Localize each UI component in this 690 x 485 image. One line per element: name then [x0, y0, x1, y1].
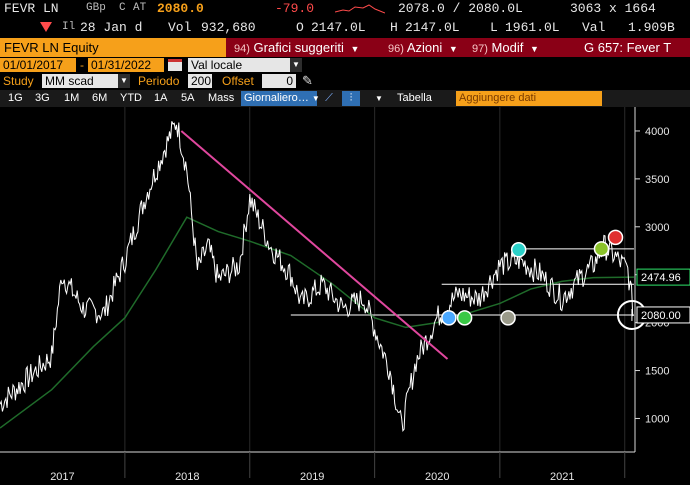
study-row: Study MM scad ▼ Periodo 200 Offset 0 ✎ — [0, 73, 690, 89]
point-marker — [607, 229, 624, 246]
volume: 932,680 — [201, 20, 256, 35]
chart-canvas[interactable]: 1000150020002500300035004000201720182019… — [0, 107, 690, 485]
high-price: 2147.0L — [405, 20, 460, 35]
traded-value: 1.909B — [628, 20, 675, 35]
menu-number: 96) — [388, 43, 404, 55]
period-label: Periodo — [138, 74, 180, 88]
trend-down-icon — [40, 22, 52, 32]
sparkline-icon — [334, 3, 386, 18]
range-1d-button[interactable]: 1G — [8, 92, 23, 104]
date-separator: - — [80, 58, 84, 72]
value-label: Val — [582, 20, 606, 35]
flag-label: Il — [62, 21, 76, 33]
menu-label: Modif — [491, 40, 524, 55]
price-indicator: C — [119, 2, 126, 14]
y-tick-label: 1000 — [645, 413, 669, 425]
x-tick-label: 2018 — [175, 471, 199, 483]
price-tag-label: 2080.00 — [641, 310, 681, 322]
title-bar: FEVR LN Equity 94) Grafici suggeriti ▼ 9… — [0, 38, 690, 57]
frequency-label: Giornaliero — [244, 92, 298, 104]
menu-edit[interactable]: 97) Modif ▼ — [468, 38, 543, 57]
bid-ask: 2078.0 / 2080.0L — [398, 1, 523, 16]
add-data-input[interactable]: Aggiungere dati — [456, 91, 602, 106]
volume-label: Vol — [168, 20, 192, 35]
price-tag-label: 2474.96 — [641, 272, 681, 284]
price-change: -79.0 — [275, 1, 315, 16]
chevron-down-icon[interactable]: ▼ — [375, 94, 383, 103]
period-input[interactable]: 200 — [188, 74, 212, 88]
ticker[interactable]: FEVR LN — [4, 1, 59, 16]
quote-header: FEVR LN GBp C AT 2080.0 -79.0 2078.0 / 2… — [0, 0, 690, 38]
at-label: AT — [133, 2, 147, 14]
caret-down-icon: ▼ — [529, 44, 539, 54]
y-tick-label: 3000 — [645, 222, 669, 234]
currency: GBp — [86, 2, 106, 14]
date-to-field[interactable]: 01/31/2022 — [88, 58, 164, 72]
range-6m-button[interactable]: 6M — [92, 92, 108, 104]
range-1y-button[interactable]: 1A — [154, 92, 168, 104]
quote-date: 28 Jan d — [80, 20, 143, 35]
low-label: L — [490, 20, 498, 35]
chevron-down-icon: ▼ — [311, 94, 320, 103]
x-tick-label: 2021 — [550, 471, 574, 483]
study-label: Study — [3, 74, 34, 88]
high-label: H — [390, 20, 398, 35]
low-price: 1961.0L — [505, 20, 560, 35]
range-5y-button[interactable]: 5A — [181, 92, 195, 104]
calendar-icon[interactable] — [168, 59, 182, 71]
currency-mode-select[interactable]: Val locale — [188, 58, 292, 72]
offset-input[interactable]: 0 — [262, 74, 296, 88]
caret-down-icon: ▼ — [350, 44, 360, 54]
trendline — [180, 130, 449, 360]
menu-number: 94) — [234, 43, 250, 55]
point-marker — [593, 241, 610, 257]
x-tick-label: 2017 — [50, 471, 74, 483]
x-tick-label: 2019 — [300, 471, 324, 483]
offset-label: Offset — [222, 74, 254, 88]
date-range-row: 01/01/2017 - 01/31/2022 Val locale ▼ — [0, 57, 690, 73]
bid-ask-size: 3063 x 1664 — [570, 1, 656, 16]
y-tick-label: 4000 — [645, 126, 669, 138]
point-marker — [510, 242, 527, 258]
last-price: 2080.0 — [157, 1, 204, 16]
line-chart-icon[interactable]: ⟋ — [325, 92, 333, 104]
y-tick-label: 3500 — [645, 174, 669, 186]
price-tag — [636, 306, 690, 324]
price-line — [0, 121, 635, 432]
menu-suggested-charts[interactable]: 94) Grafici suggeriti ▼ — [230, 38, 363, 57]
menu-number: 97) — [472, 43, 488, 55]
range-1m-button[interactable]: 1M — [64, 92, 80, 104]
point-marker — [441, 310, 457, 326]
range-max-button[interactable]: Mass — [208, 92, 235, 104]
range-3d-button[interactable]: 3G — [35, 92, 50, 104]
price-tag — [636, 268, 690, 286]
table-button[interactable]: Tabella — [397, 92, 432, 104]
caret-down-icon: ▼ — [448, 44, 458, 54]
point-marker — [456, 310, 473, 326]
date-from-field[interactable]: 01/01/2017 — [0, 58, 76, 72]
menu-label: Azioni — [406, 40, 443, 55]
security-field[interactable]: FEVR LN Equity — [0, 38, 226, 57]
study-select[interactable]: MM scad — [42, 74, 118, 88]
x-tick-label: 2020 — [425, 471, 449, 483]
open-label: O — [296, 20, 304, 35]
open-price: 2147.0L — [311, 20, 366, 35]
pencil-icon[interactable]: ✎ — [302, 73, 313, 88]
menu-actions[interactable]: 96) Azioni ▼ — [384, 38, 462, 57]
chevron-down-icon[interactable]: ▼ — [290, 58, 302, 72]
moving-average-line — [0, 216, 634, 429]
frequency-select[interactable]: Giornaliero… ▼ — [241, 91, 320, 106]
range-ytd-button[interactable]: YTD — [120, 92, 142, 104]
chart-toolbar: 1G 3G 1M 6M YTD 1A 5A Mass Giornaliero… … — [0, 90, 690, 107]
price-chart[interactable]: 1000150020002500300035004000201720182019… — [0, 107, 690, 485]
chevron-down-icon[interactable]: ▼ — [118, 74, 130, 88]
bar-chart-icon[interactable]: ⫶ — [342, 91, 360, 106]
graph-title: G 657: Fever T — [584, 40, 672, 55]
point-marker — [500, 310, 516, 326]
menu-label: Grafici suggeriti — [253, 40, 344, 55]
y-tick-label: 1500 — [645, 366, 669, 378]
